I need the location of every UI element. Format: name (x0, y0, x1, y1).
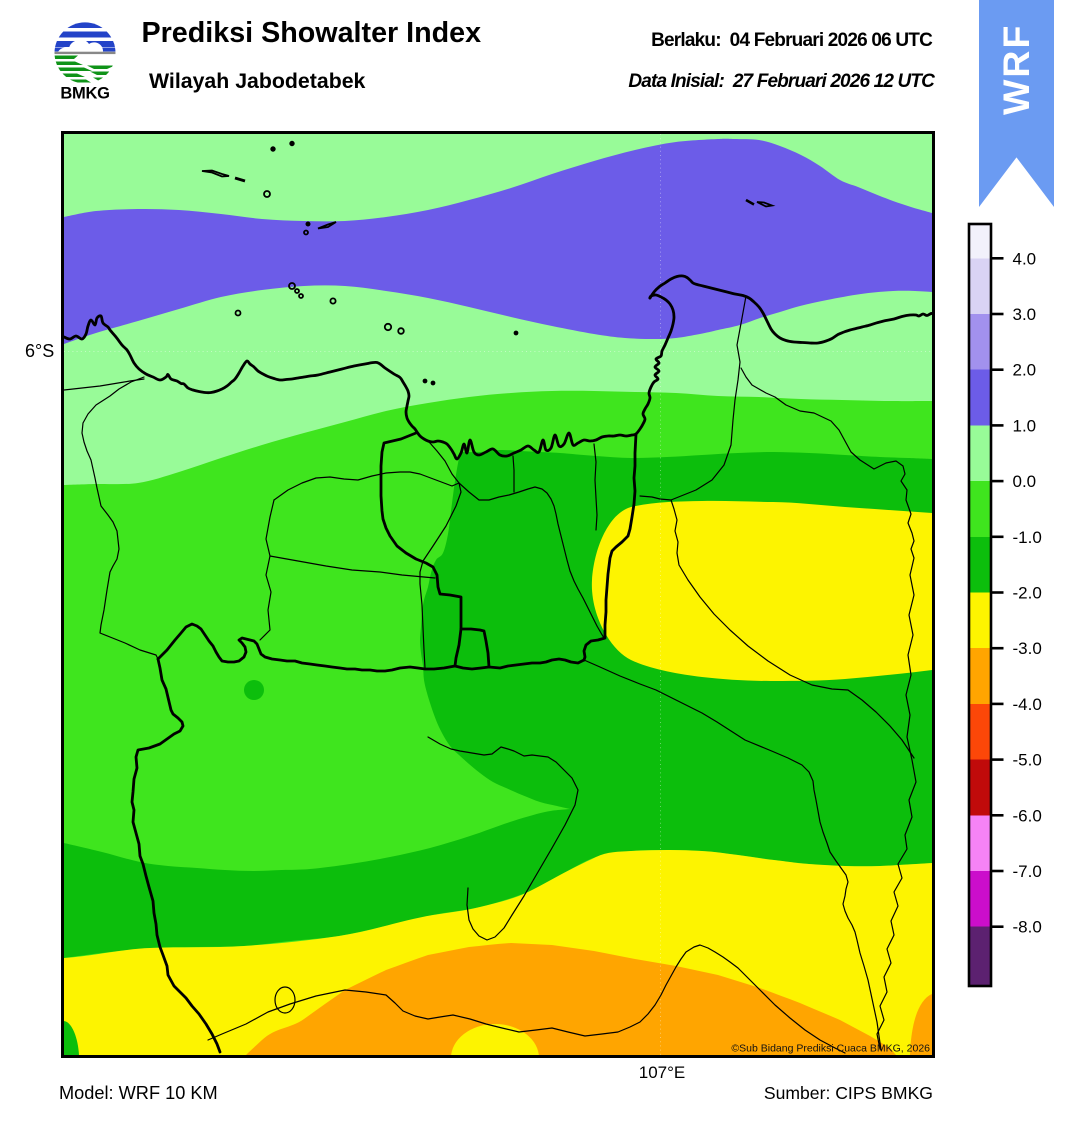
svg-text:BMKG: BMKG (60, 85, 109, 103)
svg-text:-7.0: -7.0 (1013, 862, 1042, 881)
svg-text:4.0: 4.0 (1013, 249, 1037, 268)
svg-text:-5.0: -5.0 (1013, 751, 1042, 770)
svg-text:-3.0: -3.0 (1013, 639, 1042, 658)
svg-text:2.0: 2.0 (1013, 361, 1037, 380)
svg-text:©Sub Bidang Prediksi Cuaca BMK: ©Sub Bidang Prediksi Cuaca BMKG, 2026 (731, 1043, 930, 1055)
svg-text:-6.0: -6.0 (1013, 806, 1042, 825)
svg-text:-2.0: -2.0 (1013, 584, 1042, 603)
svg-text:1.0: 1.0 (1013, 416, 1037, 435)
svg-text:-4.0: -4.0 (1013, 695, 1042, 714)
svg-text:-8.0: -8.0 (1013, 918, 1042, 937)
svg-text:3.0: 3.0 (1013, 305, 1037, 324)
svg-text:-1.0: -1.0 (1013, 528, 1042, 547)
svg-text:0.0: 0.0 (1013, 472, 1037, 491)
